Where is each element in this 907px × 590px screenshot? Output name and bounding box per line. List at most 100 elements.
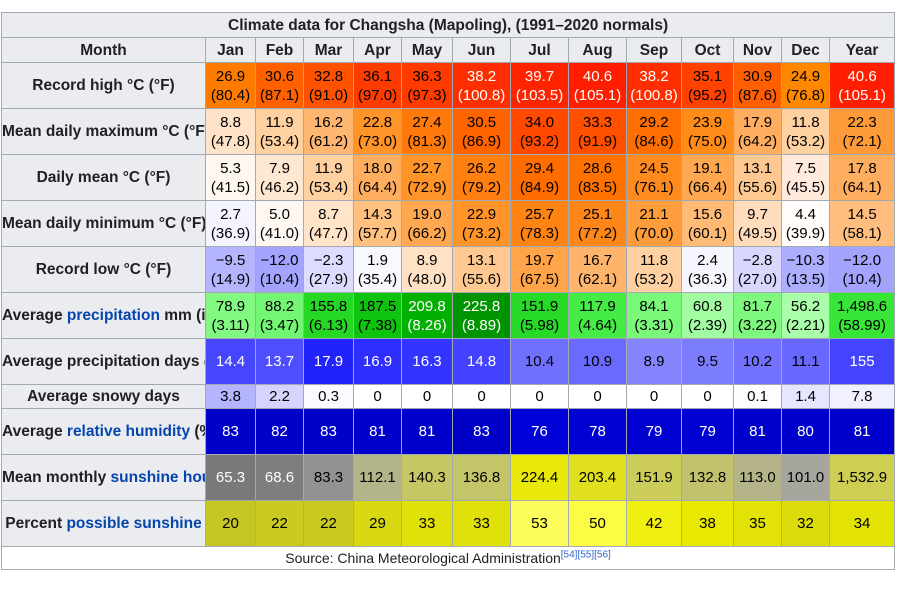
- data-cell: 0: [353, 384, 402, 409]
- cell-value: 10.2: [742, 353, 773, 370]
- cell-value: 203.4: [578, 469, 617, 486]
- cell-value: 34.0: [524, 113, 555, 131]
- cell-value: 83: [473, 423, 490, 440]
- cell-value: 0.3: [318, 388, 339, 405]
- row-label-link[interactable]: possible sunshine: [66, 515, 202, 532]
- data-cell: 81.7 (3.22): [733, 292, 782, 339]
- data-cell: 29.4 (84.9): [510, 154, 569, 201]
- month-header-aug: Aug: [568, 37, 627, 63]
- cell-value: 33: [418, 515, 436, 532]
- data-cell: 83: [303, 408, 354, 455]
- cell-value-fahrenheit: (66.4): [687, 178, 728, 196]
- data-cell: 32: [781, 500, 830, 547]
- data-cell: 10.9: [568, 338, 627, 385]
- cell-value: 11.9: [265, 113, 294, 131]
- data-cell: 11.9 (53.4): [255, 108, 304, 155]
- data-cell: 7.5 (45.5): [781, 154, 830, 201]
- data-cell: 8.9 (48.0): [401, 246, 453, 293]
- month-header-jan: Jan: [205, 37, 256, 63]
- data-cell: 8.8 (47.8): [205, 108, 256, 155]
- data-cell: 7.8: [828, 384, 896, 409]
- cell-value-fahrenheit: (70.0): [634, 224, 674, 242]
- data-cell: 14.4: [205, 338, 256, 385]
- cell-value: 35.1: [692, 67, 723, 85]
- cell-value: 30.5: [466, 113, 497, 131]
- cell-value: 117.9: [579, 297, 616, 315]
- source-references[interactable]: [54][55][56]: [560, 548, 611, 560]
- row-label: Average relative humidity (%): [1, 408, 206, 455]
- cell-value: 83: [320, 423, 337, 440]
- data-cell: 83: [452, 408, 511, 455]
- data-cell: 22.9 (73.2): [452, 200, 511, 247]
- cell-value: 21.1: [639, 205, 669, 223]
- cell-value-fahrenheit: (13.5): [785, 270, 826, 288]
- cell-value: 0: [649, 388, 659, 405]
- cell-value-fahrenheit: (97.0): [357, 86, 398, 104]
- cell-value-fahrenheit: (6.13): [308, 316, 349, 334]
- cell-value: 78: [589, 423, 606, 440]
- cell-value: 1,498.6: [837, 297, 888, 315]
- data-cell: 24.9 (76.8): [781, 62, 830, 109]
- data-cell: 60.8 (2.39): [681, 292, 734, 339]
- cell-value-fahrenheit: (10.4): [842, 270, 882, 288]
- cell-value-fahrenheit: (64.4): [357, 178, 398, 196]
- data-cell: 5.3 (41.5): [205, 154, 256, 201]
- month-header-nov: Nov: [733, 37, 782, 63]
- month-header: Month: [1, 37, 206, 63]
- row-label-text: Mean monthly: [2, 469, 111, 486]
- data-cell: 4.4 (39.9): [781, 200, 830, 247]
- cell-value: 65.3: [215, 469, 246, 486]
- data-cell: 76: [510, 408, 569, 455]
- data-cell: 224.4: [510, 454, 569, 501]
- cell-value: 11.8: [639, 251, 669, 269]
- cell-value: 0: [422, 388, 432, 405]
- data-cell: 83: [205, 408, 256, 455]
- data-cell: 0: [681, 384, 734, 409]
- data-cell: 19.0 (66.2): [401, 200, 453, 247]
- cell-value: 39.7: [524, 67, 555, 85]
- row-label-link[interactable]: precipitation: [66, 307, 160, 324]
- row-label-text: Daily mean °C (°F): [36, 169, 171, 186]
- table-row: Average precipitation days (≥ 0.1 mm) 14.…: [1, 338, 896, 385]
- cell-value-fahrenheit: (8.89): [461, 316, 502, 334]
- row-label-link[interactable]: relative humidity: [66, 423, 191, 440]
- data-cell: 11.8 (53.2): [781, 108, 830, 155]
- cell-value: 22: [271, 515, 288, 532]
- month-header-jun: Jun: [452, 37, 511, 63]
- data-cell: 81: [353, 408, 402, 455]
- cell-value: 7.5: [795, 159, 816, 177]
- cell-value: 33.3: [582, 113, 613, 131]
- data-cell: 29: [353, 500, 402, 547]
- row-label: Mean daily maximum °C (°F): [1, 108, 206, 155]
- cell-value: 40.6: [582, 67, 613, 85]
- cell-value: 2.7: [220, 205, 241, 223]
- data-cell: 88.2 (3.47): [255, 292, 304, 339]
- row-label: Average snowy days: [1, 384, 206, 409]
- cell-value: 7.9: [269, 159, 290, 177]
- cell-value-fahrenheit: (77.2): [577, 224, 618, 242]
- month-header-jul: Jul: [510, 37, 569, 63]
- month-header-oct: Oct: [681, 37, 734, 63]
- cell-value: 36.3: [412, 67, 442, 85]
- cell-value-fahrenheit: (48.0): [407, 270, 447, 288]
- month-header-apr: Apr: [353, 37, 402, 63]
- data-cell: 5.0 (41.0): [255, 200, 304, 247]
- data-cell: 225.8 (8.89): [452, 292, 511, 339]
- data-cell: 15.6 (60.1): [681, 200, 734, 247]
- data-cell: 11.1: [781, 338, 830, 385]
- cell-value-fahrenheit: (91.9): [577, 132, 618, 150]
- cell-value: 53: [531, 515, 548, 532]
- data-cell: 9.5: [681, 338, 734, 385]
- data-cell: 22.7 (72.9): [401, 154, 453, 201]
- cell-value: 22: [320, 515, 337, 532]
- cell-value-fahrenheit: (27.9): [308, 270, 349, 288]
- data-cell: 1.9 (35.4): [353, 246, 402, 293]
- cell-value: 8.7: [318, 205, 339, 223]
- row-label-text: Average precipitation days: [2, 352, 204, 370]
- data-cell: 22: [255, 500, 304, 547]
- row-label-link[interactable]: sunshine hours: [110, 469, 205, 486]
- cell-value-fahrenheit: (72.1): [842, 132, 882, 150]
- cell-value-fahrenheit: (14.9): [210, 270, 251, 288]
- data-cell: 21.1 (70.0): [626, 200, 682, 247]
- data-cell: 8.7 (47.7): [303, 200, 354, 247]
